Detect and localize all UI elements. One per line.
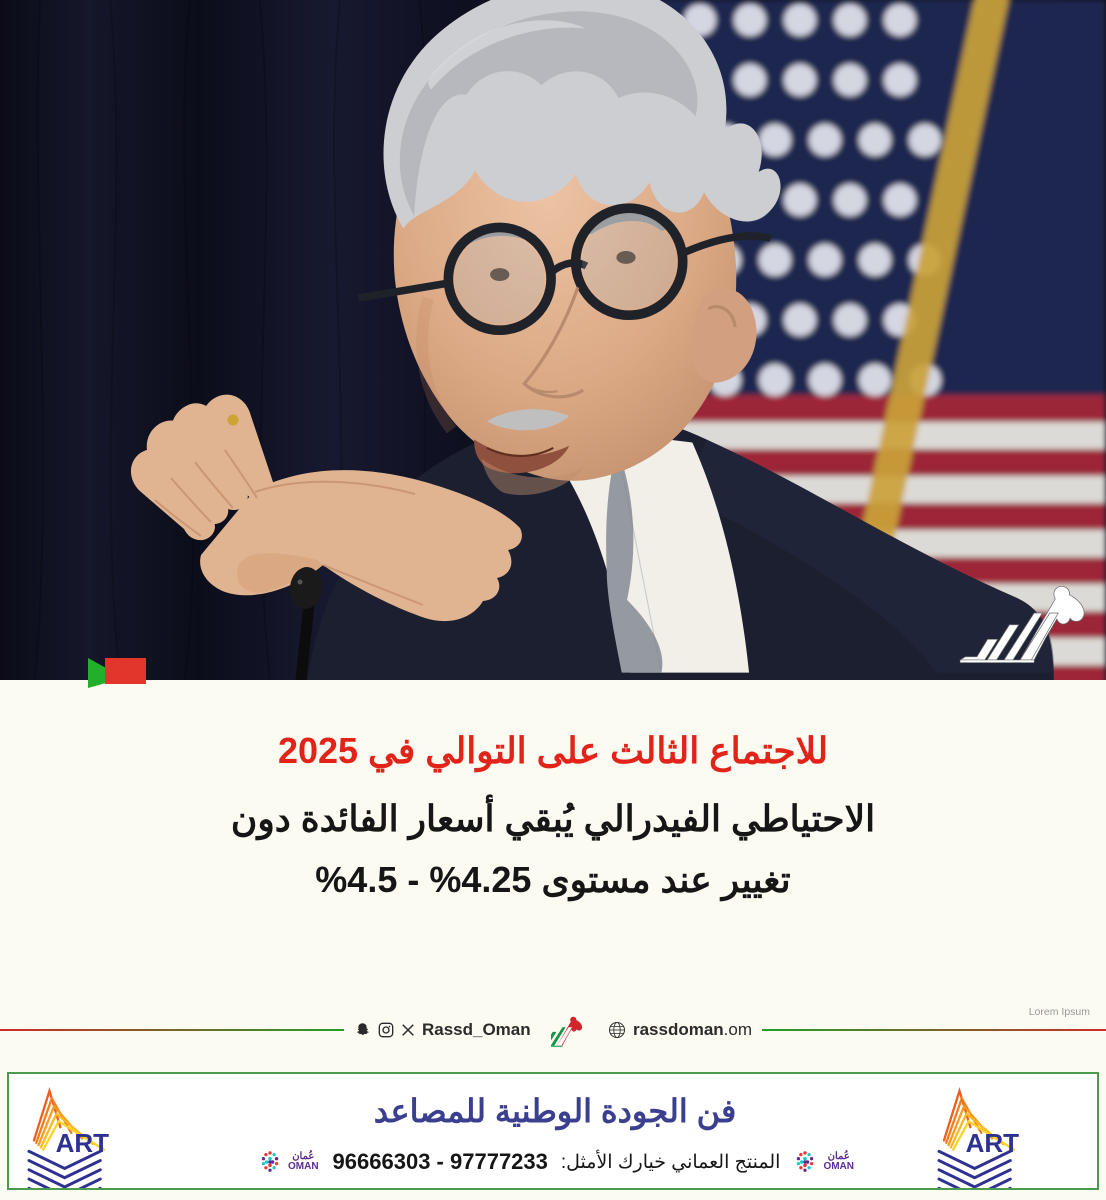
svg-text:ART: ART	[56, 1128, 110, 1158]
svg-text:ART: ART	[966, 1128, 1020, 1158]
